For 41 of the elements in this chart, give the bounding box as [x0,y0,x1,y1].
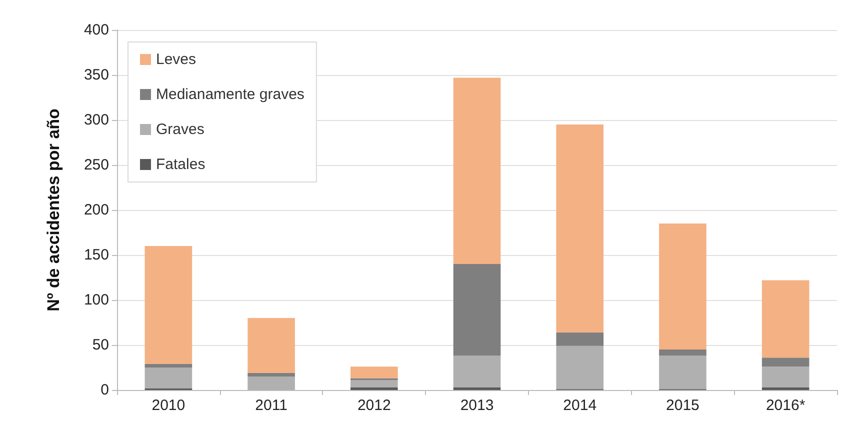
x-tick-label: 2016* [766,397,806,414]
bar [453,264,501,356]
bar [144,368,192,388]
bar [350,366,398,378]
y-tick-label: 0 [100,382,109,398]
x-tick-label: 2010 [152,397,186,414]
legend-label: Graves [156,121,204,138]
bar [556,124,604,332]
bar [248,372,295,376]
x-tick-label: 2012 [357,397,391,414]
bar [762,358,810,367]
y-tick-label: 100 [84,292,109,308]
x-tick-label: 2013 [460,397,494,414]
y-tick-label: 250 [84,156,109,174]
bar [248,318,295,373]
y-tick-label: 150 [84,246,109,264]
bar [762,280,810,358]
bar [144,364,192,368]
y-tick-label: 350 [84,66,109,84]
bar [659,224,706,350]
bar [144,246,192,364]
legend-label: Leves [156,51,196,68]
y-tick-label: 300 [84,112,109,128]
bar [762,366,810,388]
x-tick-label: 2014 [563,397,597,414]
y-tick-label: 400 [84,22,109,38]
bar [556,332,604,346]
y-tick-label: 50 [92,336,109,354]
bar [659,350,706,356]
x-tick-label: 2011 [255,397,288,414]
legend-label: Medianamente graves [156,86,304,103]
y-tick-label: 200 [84,202,109,218]
bar [453,356,501,388]
bar [350,380,398,388]
legend-label: Fatales [156,156,206,173]
bar [453,78,501,264]
x-tick-label: 2015 [666,397,700,414]
bar [350,387,398,390]
bar [762,387,810,390]
y-axis-title: Nº de accidentes por año [44,108,63,312]
bar [453,387,501,390]
